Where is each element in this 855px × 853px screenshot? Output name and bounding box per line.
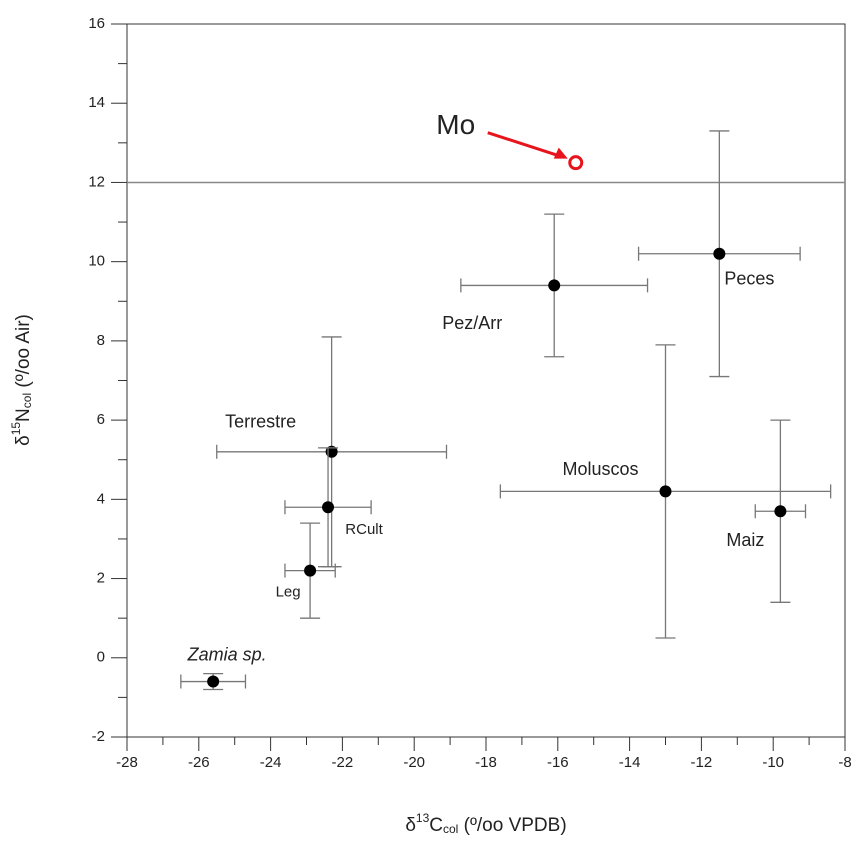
- y-tick-label: 2: [97, 570, 105, 587]
- point: [659, 485, 672, 498]
- y-tick-label: -2: [92, 728, 105, 745]
- x-tick-label: -12: [691, 754, 713, 771]
- point-label: Maiz: [726, 530, 764, 550]
- highlight-label: Mo: [436, 109, 475, 140]
- y-tick-label: 4: [97, 490, 105, 507]
- x-tick-label: -20: [403, 754, 425, 771]
- x-tick-label: -8: [838, 754, 851, 771]
- y-tick-label: 0: [97, 649, 105, 666]
- highlight-arrowhead: [553, 147, 568, 159]
- x-tick-label: -10: [762, 754, 784, 771]
- point-label: RCult: [345, 521, 383, 538]
- y-tick-label: 12: [88, 173, 105, 190]
- y-tick-label: 14: [88, 94, 105, 111]
- y-tick-label: 8: [97, 332, 105, 349]
- point-label: Terrestre: [225, 412, 296, 432]
- y-tick-label: 10: [88, 253, 105, 270]
- y-axis-label: δ15Ncol (º/oo Air): [9, 314, 34, 446]
- x-tick-label: -24: [260, 754, 282, 771]
- x-tick-label: -22: [332, 754, 354, 771]
- point-label: Moluscos: [562, 459, 638, 479]
- plot-frame: [126, 23, 846, 738]
- x-tick-label: -16: [547, 754, 569, 771]
- x-tick-label: -14: [619, 754, 641, 771]
- point: [322, 501, 335, 514]
- point-label: Leg: [276, 584, 301, 601]
- y-tick-label: 6: [97, 411, 105, 428]
- x-tick-label: -28: [116, 754, 138, 771]
- highlight-point: [568, 155, 584, 171]
- point: [304, 564, 317, 577]
- x-tick-label: -18: [475, 754, 497, 771]
- x-tick-label: -26: [188, 754, 210, 771]
- point-label: Zamia sp.: [187, 644, 267, 664]
- y-tick-label: 16: [88, 15, 105, 32]
- x-axis-label: δ13Ccol (º/oo VPDB): [405, 811, 566, 836]
- point-label: Pez/Arr: [442, 313, 502, 333]
- highlight-arrow: [487, 131, 563, 159]
- point: [207, 675, 220, 688]
- point: [548, 279, 561, 292]
- point: [713, 247, 726, 260]
- point-label: Peces: [724, 268, 774, 288]
- point: [774, 505, 787, 518]
